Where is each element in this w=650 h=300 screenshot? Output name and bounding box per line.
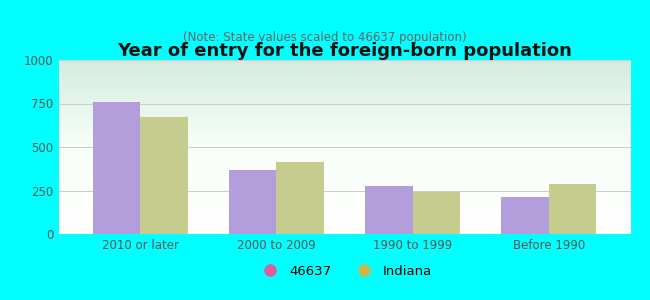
Bar	[276, 162, 324, 234]
Bar	[549, 184, 597, 234]
Bar	[229, 169, 276, 234]
Bar	[140, 117, 188, 234]
Bar	[413, 192, 460, 234]
Bar	[501, 196, 549, 234]
Text: (Note: State values scaled to 46637 population): (Note: State values scaled to 46637 popu…	[183, 32, 467, 44]
Bar	[92, 102, 140, 234]
Legend: 46637, Indiana: 46637, Indiana	[252, 260, 437, 283]
Title: Year of entry for the foreign-born population: Year of entry for the foreign-born popul…	[117, 42, 572, 60]
Bar	[365, 186, 413, 234]
